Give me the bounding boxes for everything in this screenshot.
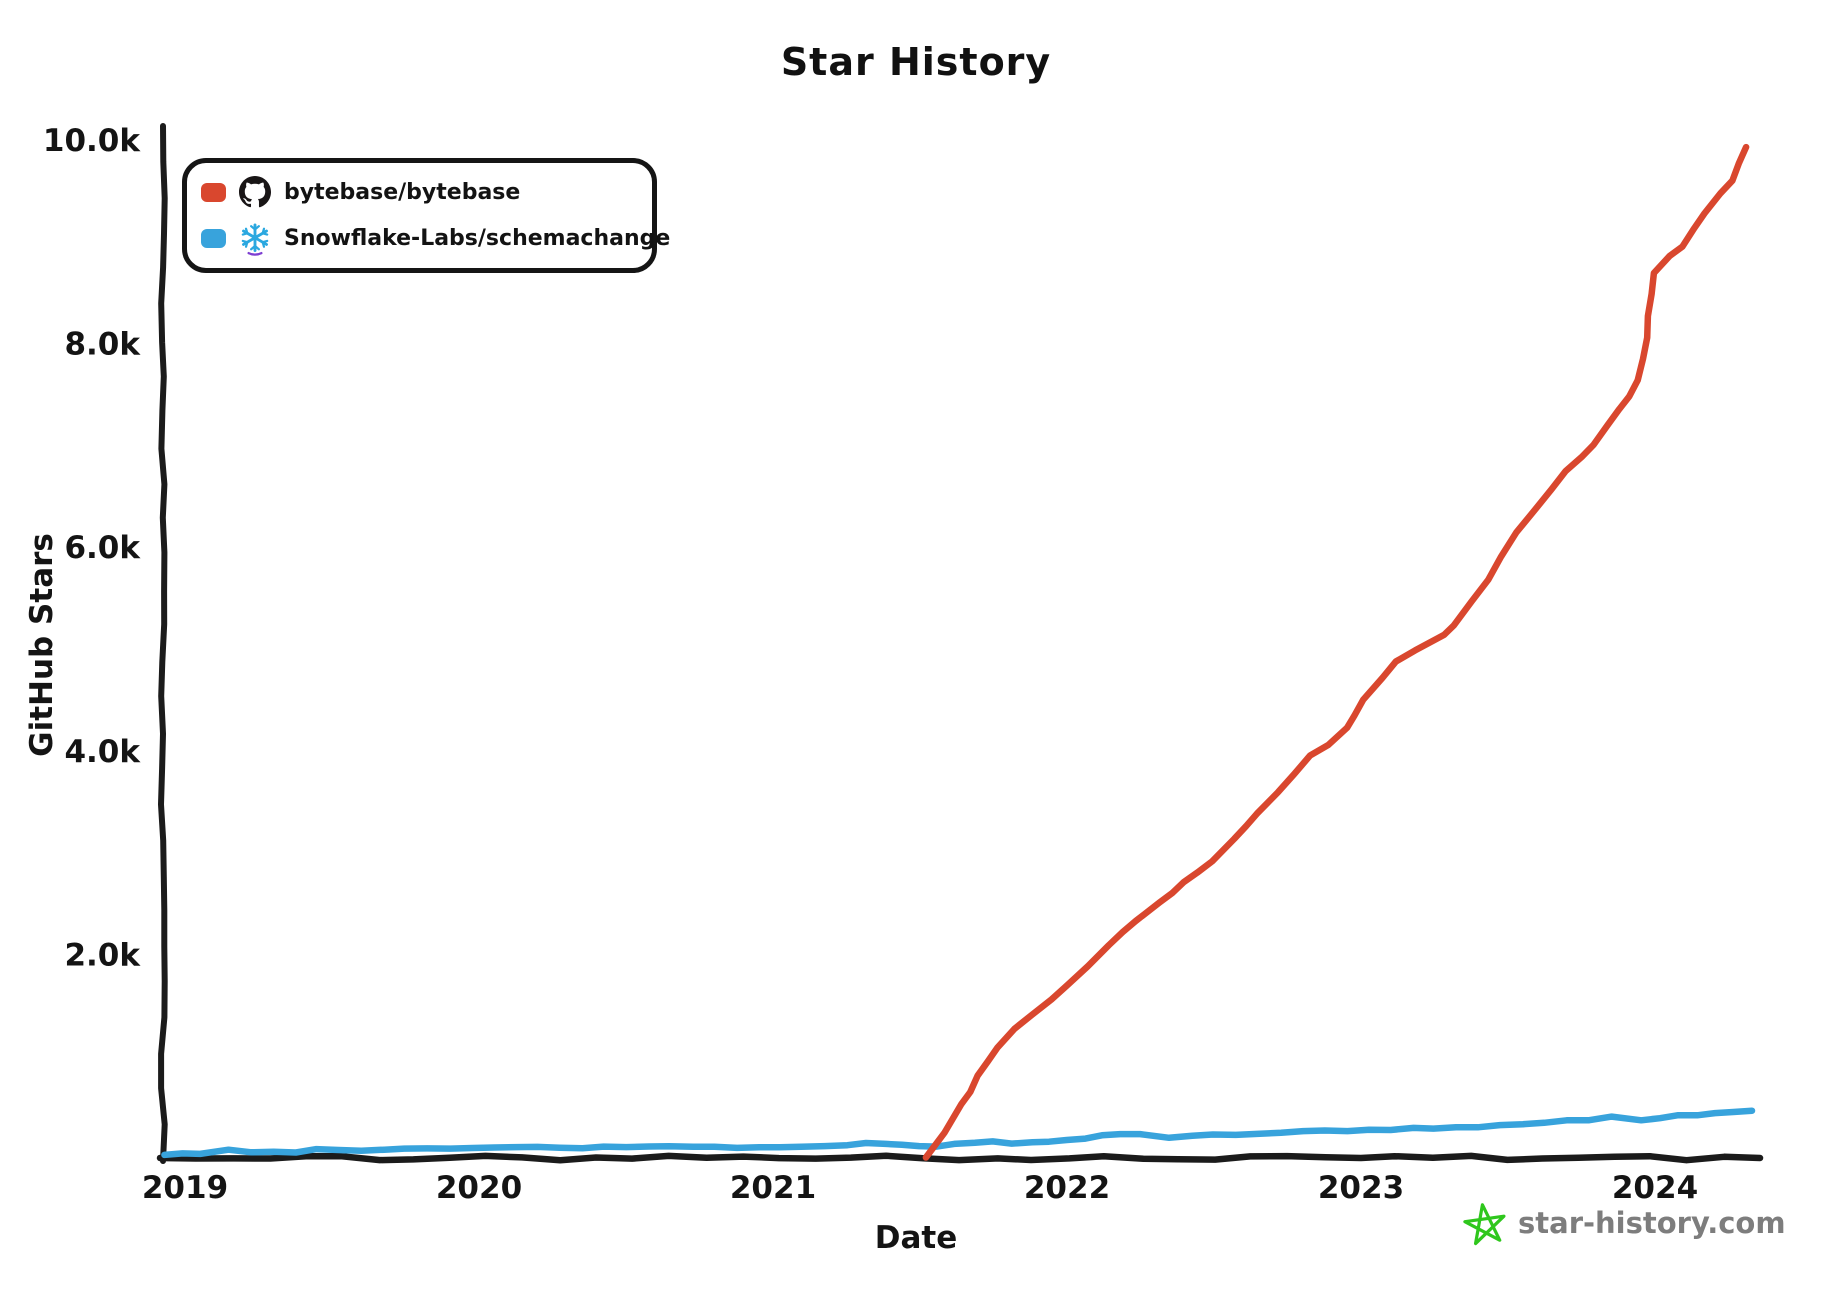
y-axis-line — [158, 123, 168, 1164]
x-tick-label-2021: 2021 — [730, 1170, 816, 1206]
chart-title: Star History — [780, 40, 1052, 84]
legend-item-schemachange: Snowflake-Labs/schemachange — [201, 218, 670, 260]
x-tick-label-2020: 2020 — [436, 1170, 522, 1206]
y-tick-label-8.0k: 8.0k — [64, 327, 141, 363]
x-tick-label-2024: 2024 — [1612, 1170, 1698, 1206]
series-swatch-schemachange — [201, 229, 226, 249]
x-tick-label-2023: 2023 — [1318, 1170, 1404, 1206]
legend-item-bytebase: bytebase/bytebase — [201, 171, 642, 213]
legend-label-schemachange: Snowflake-Labs/schemachange — [284, 226, 671, 252]
github-icon — [239, 175, 271, 209]
snowflake-icon — [239, 222, 271, 256]
y-tick-label-10.0k: 10.0k — [43, 123, 141, 159]
x-axis-line — [156, 1152, 1764, 1164]
star-history-logo-icon — [1462, 1200, 1508, 1246]
y-tick-label-4.0k: 4.0k — [64, 734, 141, 770]
x-tick-label-2019: 2019 — [142, 1170, 228, 1206]
watermark-link[interactable]: star-history.com — [1462, 1200, 1786, 1246]
watermark-text: star-history.com — [1518, 1206, 1786, 1240]
y-axis-title: GitHub Stars — [24, 533, 60, 757]
y-tick-label-6.0k: 6.0k — [64, 530, 141, 566]
x-tick-label-2022: 2022 — [1024, 1170, 1110, 1206]
legend: bytebase/bytebase Snowflake-Labs/schemac… — [182, 158, 670, 273]
series-line-schemachange — [161, 1107, 1756, 1159]
series-line-bytebase — [922, 143, 1750, 1161]
series-swatch-bytebase — [201, 182, 226, 202]
y-tick-label-2.0k: 2.0k — [64, 937, 141, 973]
legend-label-bytebase: bytebase/bytebase — [284, 179, 521, 205]
x-axis-title: Date — [875, 1220, 958, 1256]
